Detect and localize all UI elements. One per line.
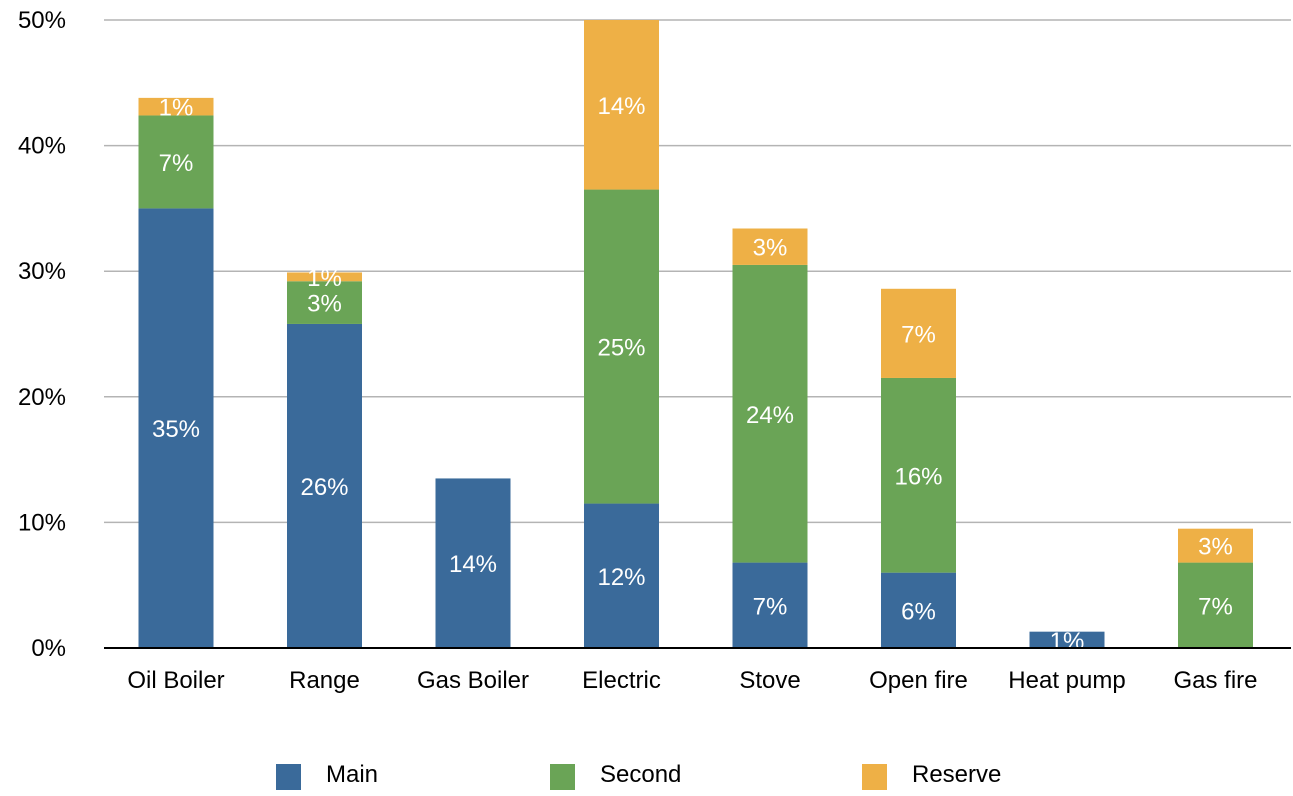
data-label: 1% <box>1050 628 1085 655</box>
y-tick-label: 10% <box>18 509 66 536</box>
bar-segment-reserve <box>138 97 214 116</box>
data-label: 25% <box>597 335 645 362</box>
data-label: 26% <box>300 474 348 501</box>
data-label: 12% <box>597 564 645 591</box>
bar-segment-main <box>881 572 956 648</box>
bar-segment-reserve <box>1178 528 1253 563</box>
bar-segment-second <box>881 377 956 573</box>
data-label: 6% <box>901 598 936 625</box>
bar-segment-main <box>584 503 659 648</box>
data-label: 1% <box>159 95 194 122</box>
x-tick-label: Heat pump <box>1008 667 1125 694</box>
data-label: 7% <box>159 150 194 177</box>
y-tick-label: 50% <box>18 7 66 34</box>
y-tick-label: 40% <box>18 133 66 160</box>
legend-swatch-reserve <box>862 764 887 790</box>
data-label: 14% <box>597 93 645 120</box>
x-tick-label: Gas Boiler <box>417 667 529 694</box>
bar-segment-second <box>732 264 808 563</box>
bar-segment-main <box>138 208 214 648</box>
bar-segment-second <box>1178 562 1253 648</box>
y-tick-label: 0% <box>31 635 66 662</box>
bar-segment-reserve <box>287 272 362 282</box>
data-label: 7% <box>901 321 936 348</box>
data-label: 14% <box>449 551 497 578</box>
data-label: 16% <box>894 463 942 490</box>
x-tick-label: Range <box>289 667 360 694</box>
bar-segment-main <box>1029 631 1105 648</box>
data-label: 7% <box>753 593 788 620</box>
data-label: 7% <box>1198 593 1233 620</box>
stacked-bar-chart: 0% 10% 20% 30% 40% 50% 35% 26% 14% 12% 7% 6% 1% 7% 3% 2… <box>18 7 1291 694</box>
data-label: 3% <box>307 291 342 318</box>
legend-swatch-second <box>550 764 575 790</box>
bar-segment-main <box>435 478 511 648</box>
x-tick-label: Gas fire <box>1173 667 1257 694</box>
data-label: 1% <box>307 265 342 292</box>
legend-label-second: Second <box>600 761 682 788</box>
x-tick-label: Stove <box>739 667 800 694</box>
legend: Main Second Reserve <box>0 756 1293 796</box>
bar-segment-reserve <box>881 288 956 378</box>
data-label: 35% <box>152 416 200 443</box>
x-tick-label: Electric <box>582 667 661 694</box>
bar-segment-second <box>138 115 214 209</box>
legend-swatch-main <box>276 764 301 790</box>
data-label: 3% <box>1198 534 1233 561</box>
data-label: 24% <box>746 402 794 429</box>
bar-segment-second <box>287 281 362 324</box>
legend-label-main: Main <box>326 761 379 788</box>
legend-label-reserve: Reserve <box>912 761 1002 788</box>
bar-segment-reserve <box>584 20 659 190</box>
x-tick-label: Oil Boiler <box>127 667 224 694</box>
y-tick-label: 30% <box>18 258 66 285</box>
bar-segment-main <box>732 562 808 648</box>
bar-segment-reserve <box>732 228 808 265</box>
y-tick-label: 20% <box>18 384 66 411</box>
x-tick-label: Open fire <box>869 667 968 694</box>
bar-segment-second <box>584 189 659 504</box>
data-label: 3% <box>753 235 788 262</box>
bar-segment-main <box>287 323 362 648</box>
